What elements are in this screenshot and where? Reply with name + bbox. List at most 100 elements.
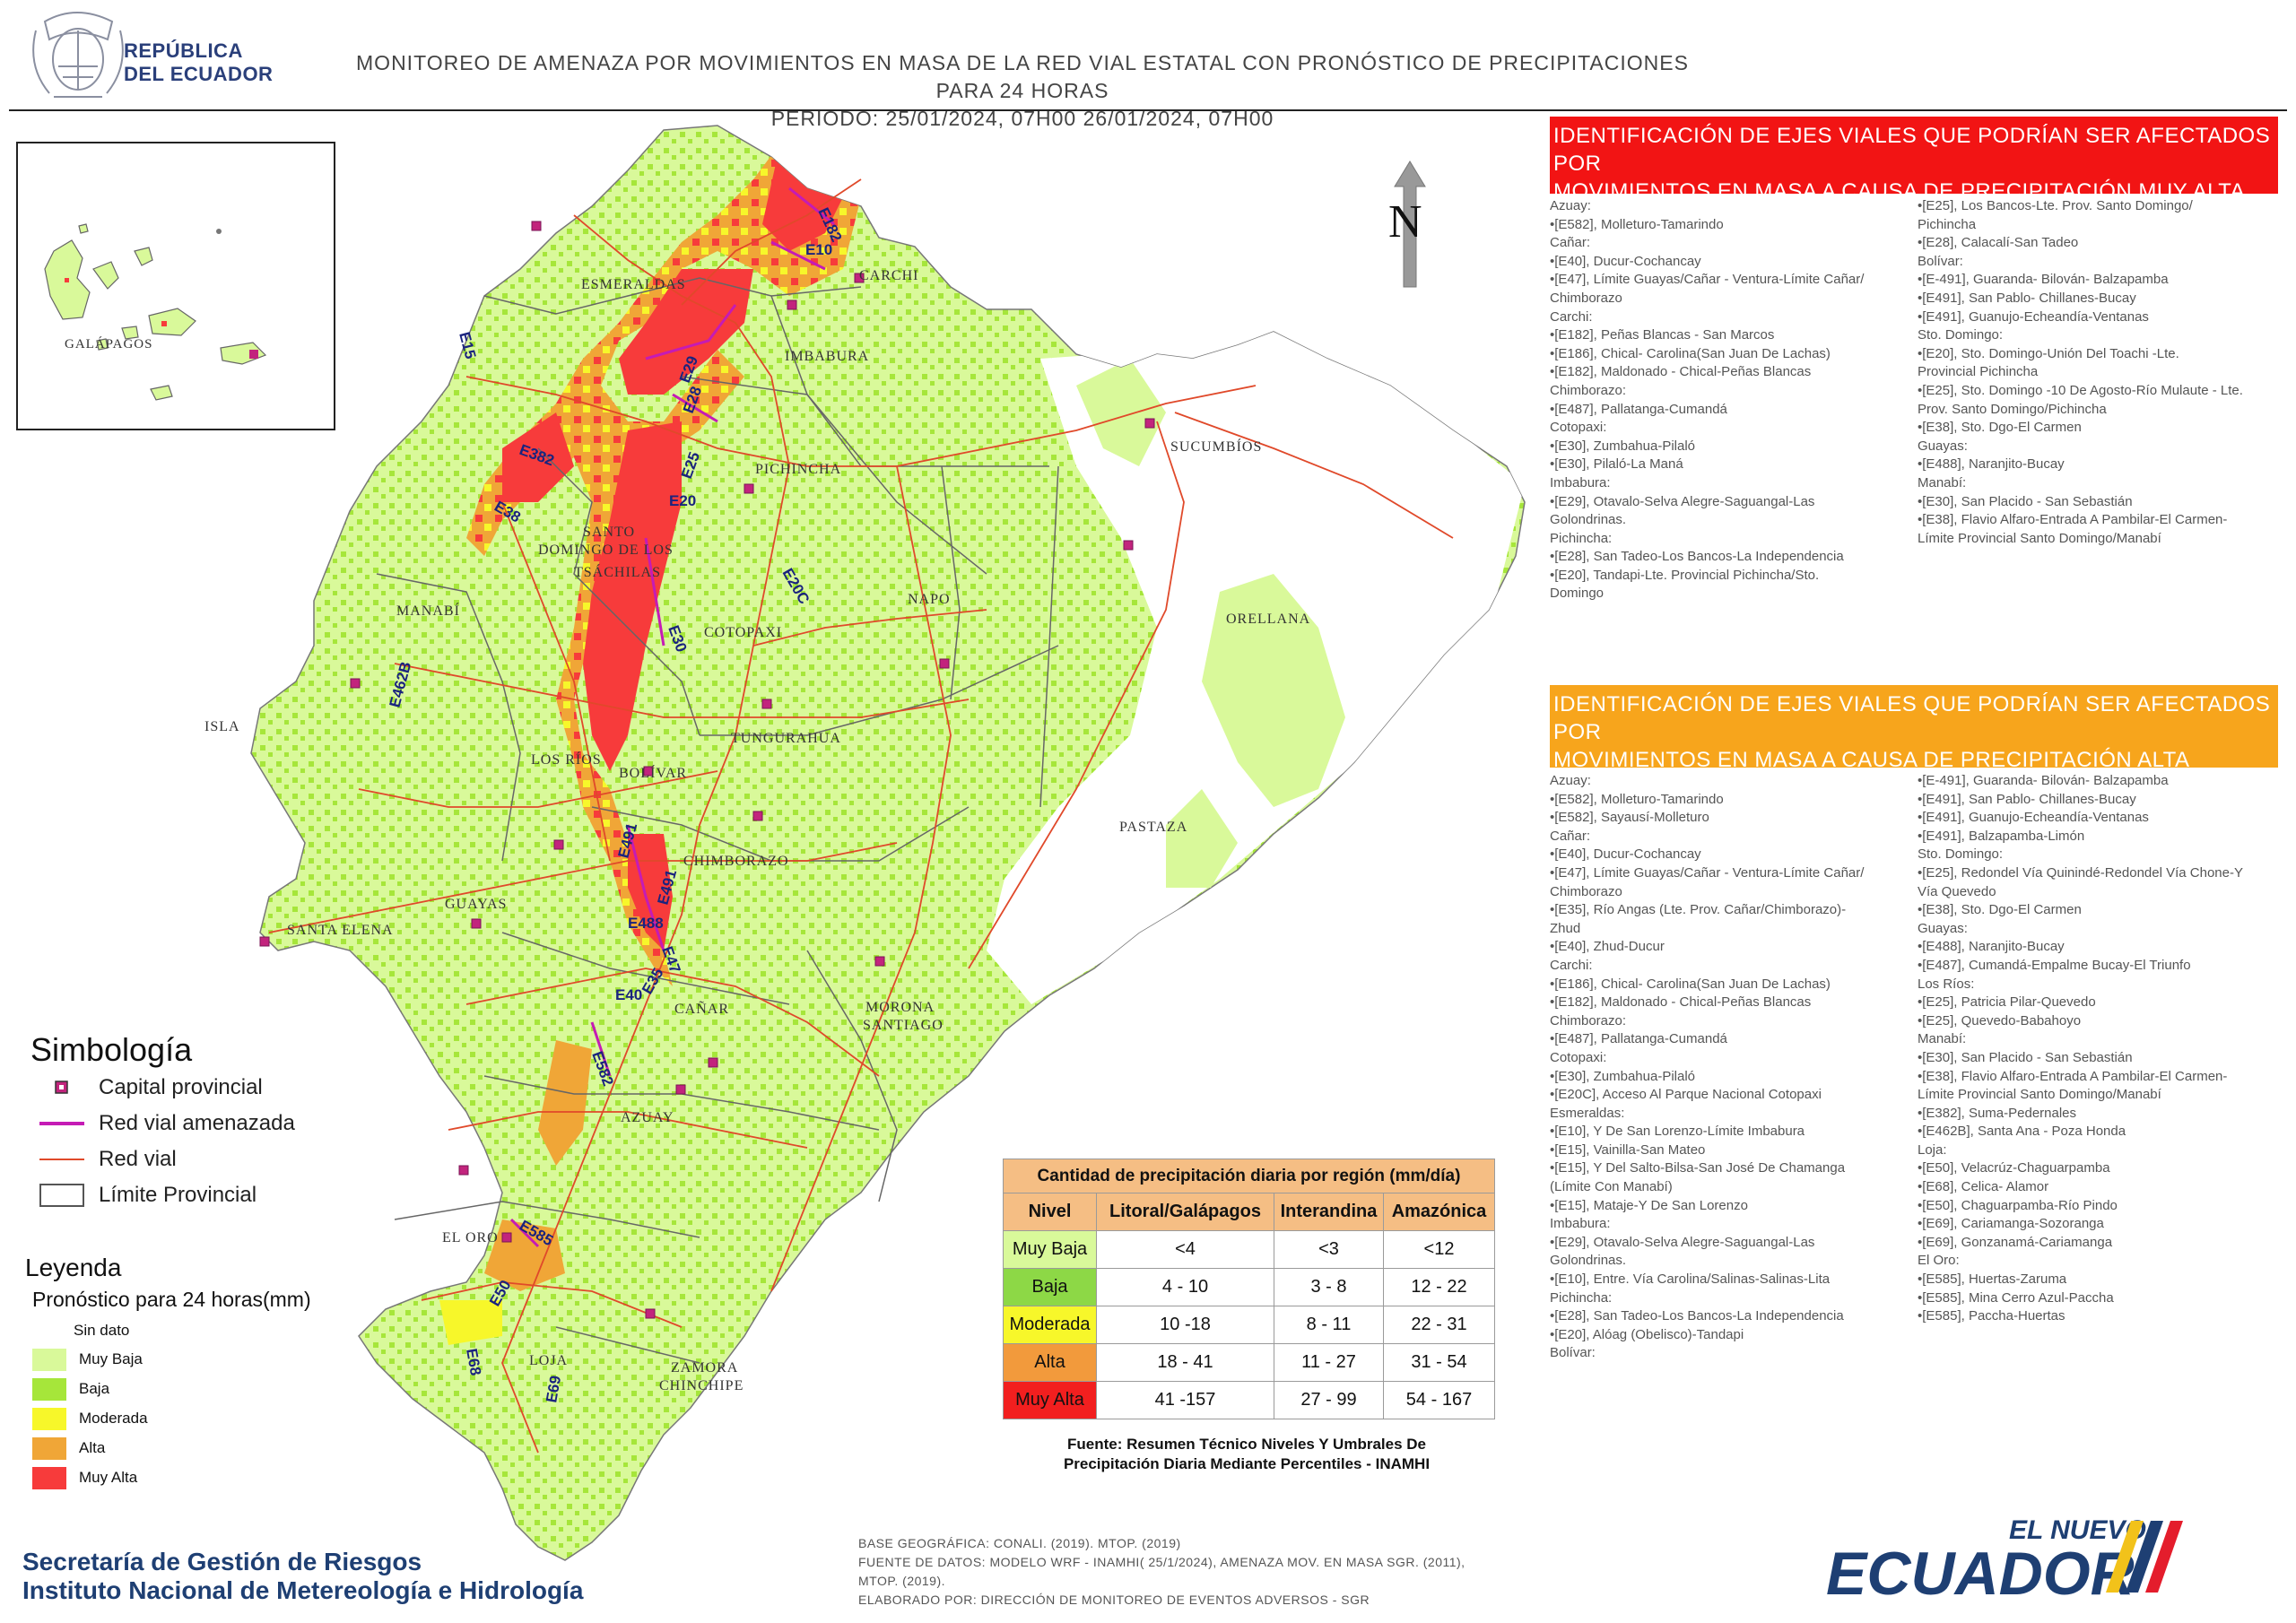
map-credits: BASE GEOGRÁFICA: CONALI. (2019). MTOP. (…: [858, 1534, 1486, 1610]
road-list-item: Cañar:: [1550, 828, 1591, 844]
muy-alta-cotopaxi: [583, 421, 682, 771]
road-list-item: Guayas:: [1918, 920, 1968, 936]
table-cell: 8 - 11: [1274, 1306, 1384, 1344]
road-list-item: •[E30], Zumbahua-Pilaló: [1550, 1068, 1696, 1084]
road-list-item: (Límite Con Manabí): [1550, 1179, 1673, 1195]
credits-line2: FUENTE DE DATOS: MODELO WRF - INAMHI( 25…: [858, 1555, 1465, 1569]
label-tungurahua: TUNGURAHUA: [731, 731, 841, 746]
label-tsachilas: TSÁCHILAS: [574, 563, 661, 580]
road-list-item: •[E10], Y De San Lorenzo-Límite Imbabura: [1550, 1124, 1805, 1140]
road-list-item: Pichincha:: [1550, 530, 1613, 546]
road-list-item: •[E15], Mataje-Y De San Lorenzo: [1550, 1197, 1748, 1213]
road-list-item: Prov. Santo Domingo/Pichincha: [1918, 401, 2107, 417]
amazon-low-patch-3: [1076, 359, 1166, 466]
road-list-item: •[E20C], Acceso Al Parque Nacional Cotop…: [1550, 1087, 1822, 1103]
table-level: Moderada: [1003, 1306, 1097, 1344]
table-cell: 31 - 54: [1383, 1343, 1495, 1382]
road-network: [268, 178, 1454, 1454]
road-list-item: •[E50], Chaguarpamba-Río Pindo: [1918, 1197, 2118, 1213]
panel-very-high-col2: •[E25], Los Bancos-Lte. Prov. Santo Domi…: [1918, 197, 2276, 548]
swatch-muy-baja: [32, 1348, 66, 1371]
panel-high-title-1: IDENTIFICACIÓN DE EJES VIALES QUE PODRÍA…: [1553, 692, 2271, 744]
road-list-item: •[E25], Sto. Domingo -10 De Agosto-Río M…: [1918, 382, 2243, 398]
road-list-item: •[E491], San Pablo- Chillanes-Bucay: [1918, 791, 2136, 807]
table-cell: <3: [1274, 1230, 1384, 1269]
label-canar: CAÑAR: [674, 1001, 729, 1017]
symbology-boundary-label: Límite Provincial: [99, 1183, 257, 1207]
panel-high-col2: •[E-491], Guaranda- Bilován- Balzapamba •…: [1918, 772, 2276, 1326]
road-list-item: Loja:: [1918, 1141, 1947, 1158]
road-label-e10: E10: [805, 241, 832, 258]
table-cell: 12 - 22: [1383, 1268, 1495, 1306]
title-line1: MONITOREO DE AMENAZA POR MOVIMIENTOS EN …: [356, 51, 1689, 102]
table-level: Muy Alta: [1003, 1381, 1097, 1419]
road-label-e69: E69: [543, 1375, 564, 1404]
road-list-item: •[E68], Celica- Alamor: [1918, 1179, 2049, 1195]
road-list-item: •[E-491], Guaranda- Bilován- Balzapamba: [1918, 773, 2169, 788]
muy-alta-manabi: [502, 412, 574, 502]
road-list-item: Límite Provincial Santo Domingo/Manabí: [1918, 530, 2161, 546]
label-azuay: AZUAY: [621, 1110, 674, 1125]
road-list-item: •[E35], Río Angas (Lte. Prov. Cañar/Chim…: [1550, 902, 1847, 918]
table-header-amazonica: Amazónica: [1383, 1193, 1495, 1231]
road-list-item: Cotopaxi:: [1550, 1049, 1607, 1065]
road-label-e40: E40: [615, 986, 642, 1003]
label-loja: LOJA: [529, 1353, 568, 1368]
legend-alta: Alta: [32, 1436, 105, 1461]
threatened-roads: [509, 187, 835, 1248]
road-list-item: Cotopaxi:: [1550, 420, 1607, 436]
road-list-item: •[E38], Flavio Alfaro-Entrada A Pambilar…: [1918, 1068, 2228, 1084]
road-list-item: •[E40], Zhud-Ducur: [1550, 939, 1665, 955]
road-list-item: •[E585], Mina Cerro Azul-Paccha: [1918, 1289, 2114, 1306]
road-list-item: Límite Provincial Santo Domingo/Manabí: [1918, 1087, 2161, 1103]
road-list-item: •[E186], Chical- Carolina(San Juan De La…: [1550, 976, 1831, 992]
galapagos-inset: GALÁPAGOS: [16, 142, 335, 430]
amazon-low-patch-2: [1166, 789, 1238, 888]
amazon-low-patch: [1202, 574, 1345, 807]
road-list-item: •[E28], Calacalí-San Tadeo: [1918, 235, 2079, 251]
road-list-item: •[E585], Paccha-Huertas: [1918, 1308, 2066, 1324]
table-row: Moderada 10 -18 8 - 11 22 - 31: [1003, 1306, 1495, 1344]
road-list-item: •[E487], Pallatanga-Cumandá: [1550, 401, 1727, 417]
table-level: Alta: [1003, 1343, 1097, 1382]
panel-very-high-header: IDENTIFICACIÓN DE EJES VIALES QUE PODRÍA…: [1550, 117, 2278, 204]
road-list-item: •[E186], Chical- Carolina(San Juan De La…: [1550, 345, 1831, 361]
legend-alta-label: Alta: [79, 1439, 106, 1456]
symbology-road: Red vial: [39, 1144, 177, 1175]
panel-very-high-title-1: IDENTIFICACIÓN DE EJES VIALES QUE PODRÍA…: [1553, 124, 2271, 176]
symbology-threatened-road-label: Red vial amenazada: [99, 1111, 295, 1135]
road-list-item: •[E462B], Santa Ana - Poza Honda: [1918, 1124, 2126, 1140]
road-label-e20: E20: [669, 492, 696, 509]
road-list-item: •[E28], San Tadeo-Los Bancos-La Independ…: [1550, 1308, 1844, 1324]
legend-moderada: Moderada: [32, 1406, 148, 1431]
road-list-item: Carchi:: [1550, 308, 1593, 325]
brand-line1: EL NUEVO: [2009, 1515, 2146, 1545]
table-cell: 18 - 41: [1096, 1343, 1274, 1382]
road-list-item: •[E20], Tandapi-Lte. Provincial Pichinch…: [1550, 567, 1820, 583]
table-row: Alta 18 - 41 11 - 27 31 - 54: [1003, 1343, 1495, 1382]
road-list-item: •[E28], San Tadeo-Los Bancos-La Independ…: [1550, 549, 1844, 565]
north-arrow: N: [1388, 161, 1426, 288]
road-list-item: Los Ríos:: [1918, 976, 1975, 992]
label-sucumbios: SUCUMBÍOS: [1170, 438, 1262, 455]
road-list-item: Carchi:: [1550, 957, 1593, 973]
legend-baja-label: Baja: [79, 1380, 110, 1397]
road-list-item: •[E25], Redondel Vía Quinindé-Redondel V…: [1918, 864, 2243, 881]
symbology-title: Simbología: [30, 1031, 193, 1068]
label-los-rios: LOS RÍOS: [531, 751, 602, 768]
credits-line4: ELABORADO POR: DIRECCIÓN DE MONITOREO DE…: [858, 1593, 1370, 1607]
road-list-item: •[E50], Velacrúz-Chaguarpamba: [1918, 1160, 2110, 1176]
road-list-item: •[E15], Y Del Salto-Bilsa-San José De Ch…: [1550, 1160, 1846, 1176]
road-list-item: Pichincha: [1918, 216, 1977, 232]
table-row: Muy Baja <4 <3 <12: [1003, 1230, 1495, 1269]
org-name-1: Secretaría de Gestión de Riesgos: [22, 1548, 422, 1575]
label-guayas: GUAYAS: [445, 897, 507, 912]
galapagos-islands: GALÁPAGOS: [44, 223, 267, 401]
symbology-road-label: Red vial: [99, 1147, 177, 1171]
road-list-item: •[E47], Límite Guayas/Cañar - Ventura-Lí…: [1550, 272, 1865, 288]
label-bolivar: BOLÍVAR: [619, 764, 687, 781]
table-cell: 10 -18: [1096, 1306, 1274, 1344]
symbology-capital: Capital provincial: [39, 1072, 263, 1103]
label-chinchipe: CHINCHIPE: [659, 1378, 744, 1393]
table-cell: <12: [1383, 1230, 1495, 1269]
